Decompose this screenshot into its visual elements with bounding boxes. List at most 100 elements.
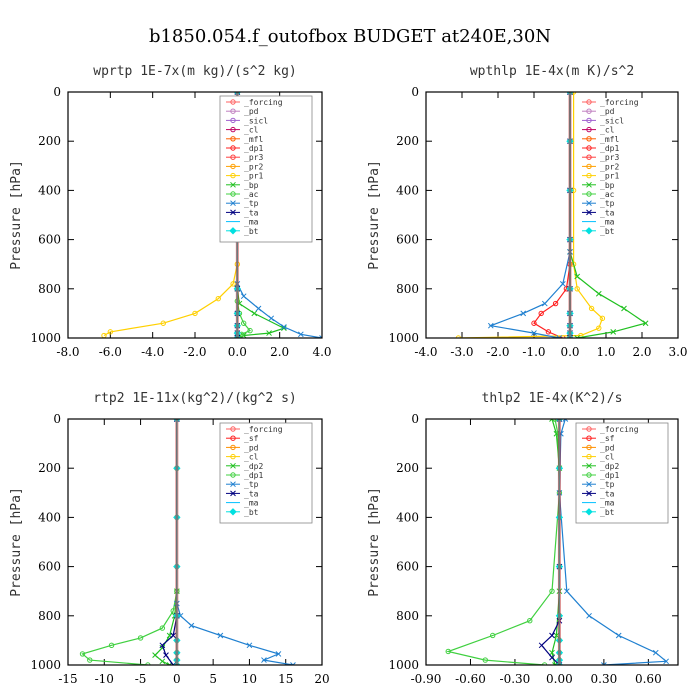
legend-item-dp1-marker	[586, 472, 592, 478]
series-tp-point	[531, 330, 537, 336]
plot-frame	[425, 91, 679, 339]
legend-item-forcing-marker	[586, 426, 592, 432]
series-tp-point	[559, 281, 566, 287]
legend-item-ta: _ta	[244, 208, 259, 217]
series-pr1-point	[107, 329, 114, 335]
legend-item-cl: _cl	[600, 126, 615, 135]
series-tp-point	[246, 642, 253, 649]
x-tick-label: -0.30	[500, 672, 531, 686]
series-bp-point	[266, 330, 272, 336]
series-tp-point	[663, 658, 669, 665]
x-tick-label: -1.0	[522, 345, 545, 359]
legend-item-pr3-marker	[586, 154, 592, 160]
series-tp-point	[188, 622, 195, 629]
legend-item-pr3: _pr3	[600, 153, 619, 162]
x-tick-label: 10	[242, 672, 257, 686]
legend-item-pd: _pd	[600, 107, 615, 116]
y-tick-label: 400	[38, 510, 61, 524]
series-dp2-point	[552, 662, 558, 665]
legend-item-bt-marker	[585, 508, 593, 516]
series-tp-point	[541, 300, 548, 307]
chart-panel-3: rtp2 1E-11x(kg^2)/(kg^2 s) Pressure [hPa]…	[9, 391, 330, 686]
legend-item-mfl-marker	[586, 136, 592, 142]
legend-item-pr2-marker	[586, 163, 592, 170]
legend-item-ma: _ma	[600, 218, 615, 227]
legend-item-dp1-marker	[586, 145, 592, 151]
y-axis-label: Pressure [hPa]	[9, 487, 24, 597]
series-tp-point	[281, 324, 287, 330]
y-tick-label: 800	[38, 282, 61, 296]
legend-item-tp-marker	[586, 200, 592, 207]
series-tp-point	[268, 315, 275, 322]
legend-item-pr1-marker	[586, 172, 592, 179]
legend-item-tp: _tp	[244, 199, 259, 208]
y-tick-label: 400	[396, 183, 419, 197]
x-tick-label: 3.0	[668, 345, 687, 359]
legend-item-dp2: _dp2	[600, 462, 619, 471]
y-tick-label: 1000	[388, 331, 419, 345]
legend-item-sicl: _sicl	[600, 116, 624, 125]
legend-item-dp2-marker	[230, 462, 236, 469]
legend-item-forcing: _forcing	[244, 425, 283, 434]
series-tp-point	[297, 331, 304, 338]
legend-item-tp-marker	[586, 481, 592, 488]
y-tick-label: 200	[38, 134, 61, 148]
series-dp1-point	[79, 651, 86, 657]
series-bp-point	[642, 320, 649, 327]
series-bp-point	[610, 328, 617, 335]
legend-item-pr1: _pr1	[244, 172, 263, 181]
x-tick-label: 5	[209, 672, 217, 686]
legend-item-mfl-marker	[230, 136, 236, 142]
legend-item-ma: _ma	[244, 499, 259, 508]
legend-item-sf-marker	[586, 435, 592, 441]
legend-item-pr1-marker	[230, 172, 236, 179]
series-dp1-point	[549, 588, 555, 594]
legend-item-tp-marker	[230, 481, 236, 488]
series-tp-point	[562, 419, 569, 422]
legend-item-sf: _sf	[244, 434, 259, 443]
series-pr1-point	[588, 305, 595, 312]
legend-item-bp-marker	[230, 181, 236, 188]
legend-item-bt: _bt	[244, 227, 259, 236]
series-dp1-point	[445, 648, 451, 655]
legend-item-bt: _bt	[244, 508, 259, 517]
x-tick-label: -2.0	[183, 345, 206, 359]
series-tp-point	[520, 310, 527, 317]
legend-item-pd-marker	[586, 108, 592, 114]
figure-title: b1850.054.f_outofbox BUDGET at240E,30N	[149, 26, 551, 47]
series-ac-point	[240, 320, 247, 326]
series-dp1-point	[552, 419, 558, 422]
series-dp1-point	[482, 657, 488, 663]
series-dp1-point	[159, 625, 166, 631]
y-tick-label: 0	[53, 412, 61, 426]
x-tick-label: 0.00	[546, 672, 573, 686]
series-ac-point	[247, 327, 253, 334]
legend-item-sf: _sf	[600, 434, 615, 443]
legend-item-ta: _ta	[244, 489, 259, 498]
series-dp1-point	[490, 632, 496, 639]
legend-item-ac-marker	[230, 191, 236, 197]
legend-item-ac-marker	[586, 191, 592, 197]
series-tp-point	[240, 293, 247, 300]
legend-item-forcing: _forcing	[600, 98, 639, 107]
x-tick-label: 0.60	[635, 672, 662, 686]
plot-data	[445, 419, 669, 665]
series-pr1-point	[574, 286, 580, 292]
x-tick-label: 0	[173, 672, 181, 686]
legend-item-pr1: _pr1	[600, 172, 619, 181]
legend-item-bt: _bt	[600, 508, 615, 517]
legend-item-tp: _tp	[600, 480, 615, 489]
series-tp-point	[586, 612, 592, 619]
legend-item-ta-marker	[230, 209, 236, 216]
plot-data	[455, 92, 649, 338]
legend-item-pd: _pd	[244, 107, 259, 116]
y-tick-label: 200	[38, 461, 61, 475]
legend-item-dp1-marker	[230, 145, 236, 151]
y-axis-label: Pressure [hPa]	[9, 160, 24, 270]
x-tick-label: -5	[135, 672, 147, 686]
y-tick-label: 800	[396, 609, 419, 623]
legend-item-bp-marker	[586, 181, 592, 188]
legend-item-cl-marker	[230, 453, 236, 460]
x-tick-label: -4.0	[414, 345, 437, 359]
legend-item-dp1-marker	[230, 472, 236, 478]
